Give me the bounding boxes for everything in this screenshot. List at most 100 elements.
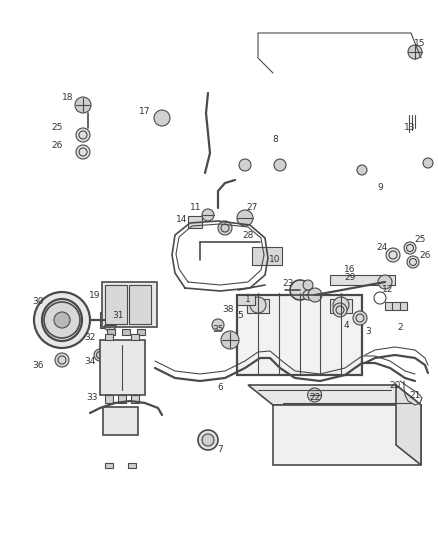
Bar bbox=[247, 299, 269, 313]
Bar bbox=[330, 299, 352, 313]
Text: 4: 4 bbox=[343, 321, 349, 330]
Bar bbox=[122, 329, 130, 335]
Text: 11: 11 bbox=[190, 203, 202, 212]
Bar bbox=[107, 329, 115, 335]
Circle shape bbox=[76, 128, 90, 142]
Circle shape bbox=[218, 221, 232, 235]
Text: 5: 5 bbox=[237, 311, 243, 319]
Text: 35: 35 bbox=[212, 326, 224, 335]
Text: 23: 23 bbox=[283, 279, 294, 287]
Text: 25: 25 bbox=[414, 236, 426, 245]
Text: 26: 26 bbox=[51, 141, 63, 149]
Text: 18: 18 bbox=[62, 93, 74, 101]
Text: 14: 14 bbox=[177, 215, 188, 224]
Text: 25: 25 bbox=[51, 124, 63, 133]
Circle shape bbox=[303, 290, 313, 300]
Text: 16: 16 bbox=[344, 265, 356, 274]
Text: 27: 27 bbox=[246, 204, 258, 213]
Text: 19: 19 bbox=[89, 290, 101, 300]
Text: 6: 6 bbox=[217, 384, 223, 392]
Text: 3: 3 bbox=[365, 327, 371, 336]
Circle shape bbox=[202, 209, 214, 221]
Bar bbox=[237, 295, 362, 375]
Circle shape bbox=[333, 303, 347, 317]
Circle shape bbox=[76, 145, 90, 159]
Text: 15: 15 bbox=[414, 38, 426, 47]
Text: 24: 24 bbox=[376, 244, 388, 253]
Text: 2: 2 bbox=[397, 324, 403, 333]
Circle shape bbox=[212, 319, 224, 331]
Text: 9: 9 bbox=[377, 183, 383, 192]
Bar bbox=[105, 395, 113, 403]
Bar bbox=[131, 334, 139, 340]
Text: 20: 20 bbox=[389, 381, 401, 390]
Circle shape bbox=[198, 430, 218, 450]
Circle shape bbox=[386, 248, 400, 262]
Text: 28: 28 bbox=[242, 231, 254, 240]
Circle shape bbox=[290, 280, 310, 300]
Text: 29: 29 bbox=[344, 273, 356, 282]
Polygon shape bbox=[248, 385, 421, 405]
Text: 22: 22 bbox=[309, 393, 321, 402]
Polygon shape bbox=[396, 385, 421, 465]
Bar bbox=[100, 340, 145, 395]
Text: 38: 38 bbox=[222, 305, 234, 314]
Bar bbox=[330, 275, 395, 285]
Circle shape bbox=[353, 311, 367, 325]
Circle shape bbox=[237, 210, 253, 226]
Circle shape bbox=[308, 288, 322, 302]
Circle shape bbox=[404, 242, 416, 254]
Circle shape bbox=[54, 312, 70, 328]
Circle shape bbox=[34, 292, 90, 348]
Bar bbox=[105, 334, 113, 340]
Bar bbox=[137, 329, 145, 335]
Text: 36: 36 bbox=[32, 361, 44, 370]
Text: 10: 10 bbox=[269, 255, 281, 264]
Text: 1: 1 bbox=[245, 295, 251, 304]
Text: 26: 26 bbox=[419, 252, 431, 261]
Circle shape bbox=[274, 159, 286, 171]
Text: 21: 21 bbox=[410, 391, 420, 400]
Text: 8: 8 bbox=[272, 135, 278, 144]
Circle shape bbox=[94, 349, 106, 361]
Bar bbox=[118, 395, 126, 403]
Bar bbox=[385, 302, 407, 310]
Circle shape bbox=[333, 297, 349, 313]
Circle shape bbox=[221, 331, 239, 349]
Text: 31: 31 bbox=[112, 311, 124, 319]
Circle shape bbox=[407, 256, 419, 268]
Circle shape bbox=[239, 159, 251, 171]
Circle shape bbox=[303, 280, 313, 290]
Circle shape bbox=[202, 434, 214, 446]
Text: 30: 30 bbox=[32, 297, 44, 306]
Bar bbox=[129, 285, 151, 324]
Bar bbox=[103, 407, 138, 435]
Circle shape bbox=[408, 45, 422, 59]
Text: 7: 7 bbox=[217, 446, 223, 455]
Circle shape bbox=[357, 165, 367, 175]
Circle shape bbox=[44, 302, 80, 338]
Bar bbox=[188, 216, 202, 228]
Circle shape bbox=[104, 319, 116, 331]
Bar bbox=[237, 295, 255, 305]
Circle shape bbox=[154, 110, 170, 126]
Bar bbox=[131, 395, 139, 403]
Text: 17: 17 bbox=[139, 108, 151, 117]
Circle shape bbox=[250, 297, 266, 313]
Bar bbox=[105, 463, 113, 468]
Polygon shape bbox=[273, 405, 421, 465]
Text: 34: 34 bbox=[84, 358, 95, 367]
Bar bbox=[100, 312, 112, 328]
Circle shape bbox=[55, 353, 69, 367]
Bar bbox=[105, 285, 127, 324]
Circle shape bbox=[378, 275, 392, 289]
Circle shape bbox=[75, 97, 91, 113]
Circle shape bbox=[307, 388, 321, 402]
Circle shape bbox=[423, 158, 433, 168]
Bar bbox=[128, 463, 136, 468]
Bar bbox=[102, 282, 157, 327]
Text: 12: 12 bbox=[382, 286, 394, 295]
Text: 13: 13 bbox=[404, 124, 416, 133]
Bar bbox=[252, 247, 282, 265]
Text: 33: 33 bbox=[86, 393, 98, 402]
